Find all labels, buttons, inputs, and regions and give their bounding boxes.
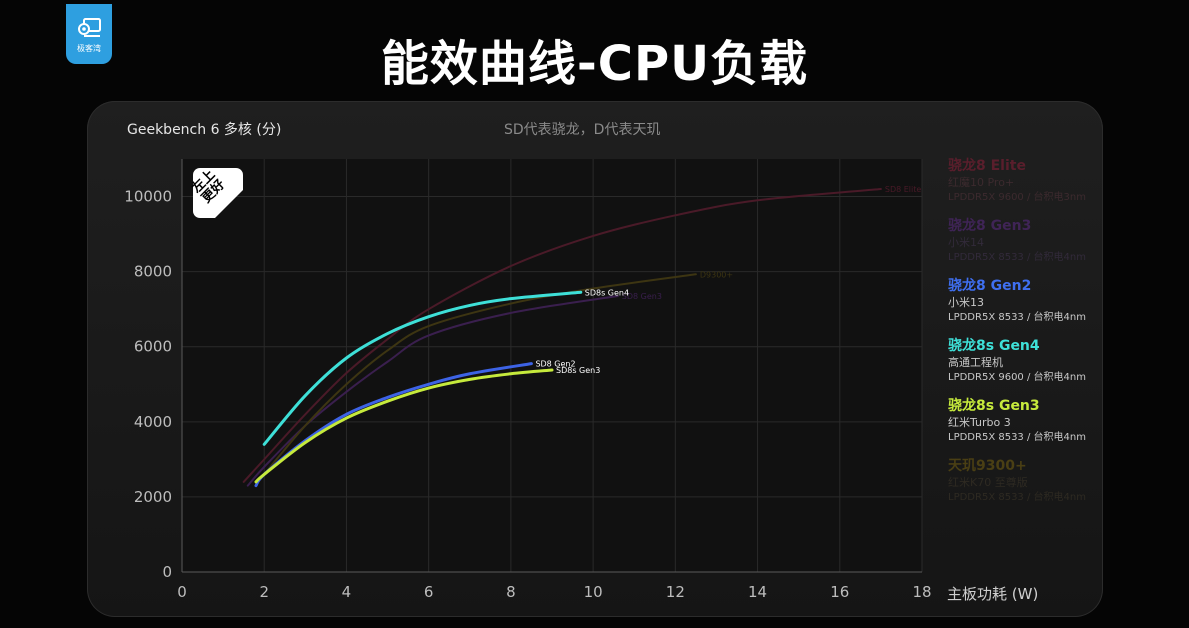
series-end-label: SD8 Elite — [885, 185, 922, 194]
y-tick-label: 0 — [162, 563, 172, 581]
legend-series-name: 骁龙8 Elite — [948, 158, 1026, 174]
series-line-sd8-elite — [242, 188, 882, 483]
series-end-label: D9300+ — [700, 270, 733, 279]
chart-legend: 骁龙8 Elite 红魔10 Pro+ LPDDR5X 9600 / 台积电3nm 骁… — [948, 157, 1128, 517]
x-tick-label: 8 — [506, 583, 516, 601]
series-line-sd8s-gen4 — [262, 290, 583, 446]
legend-memory-process: LPDDR5X 8533 / 台积电4nm — [948, 492, 1086, 503]
legend-device: 红魔10 Pro+ — [948, 176, 1015, 189]
legend-item: 骁龙8s Gen3 红米Turbo 3 LPDDR5X 8533 / 台积电4nm — [948, 397, 1128, 457]
legend-memory-process: LPDDR5X 8533 / 台积电4nm — [948, 432, 1086, 443]
y-tick-label: 4000 — [134, 413, 172, 431]
legend-device: 小米14 — [948, 236, 984, 249]
x-tick-label: 6 — [424, 583, 434, 601]
legend-item: 骁龙8 Elite 红魔10 Pro+ LPDDR5X 9600 / 台积电3nm — [948, 157, 1128, 217]
legend-series-name: 骁龙8s Gen3 — [948, 398, 1040, 414]
plot-area — [182, 159, 922, 572]
x-tick-label: 12 — [666, 583, 685, 601]
legend-item: 骁龙8 Gen3 小米14 LPDDR5X 8533 / 台积电4nm — [948, 217, 1128, 277]
y-tick-label: 2000 — [134, 488, 172, 506]
x-tick-label: 18 — [912, 583, 931, 601]
chart-note: SD代表骁龙，D代表天玑 — [504, 122, 661, 138]
y-tick-label: 10000 — [124, 188, 172, 206]
y-tick-label: 6000 — [134, 338, 172, 356]
x-tick-label: 10 — [584, 583, 603, 601]
series-line-sd8s-gen3 — [254, 368, 554, 484]
legend-device: 红米Turbo 3 — [948, 416, 1011, 429]
legend-item: 骁龙8 Gen2 小米13 LPDDR5X 8533 / 台积电4nm — [948, 277, 1128, 337]
legend-device: 红米K70 至尊版 — [948, 476, 1028, 489]
gear-screen-icon — [78, 18, 101, 37]
legend-device: 高通工程机 — [948, 356, 1003, 369]
series-end-label: SD8 Gen3 — [622, 292, 662, 301]
x-tick-label: 16 — [830, 583, 849, 601]
legend-series-name: 天玑9300+ — [948, 458, 1027, 474]
legend-memory-process: LPDDR5X 8533 / 台积电4nm — [948, 252, 1086, 263]
series-end-label: SD8s Gen4 — [585, 288, 629, 297]
chart-y-label: Geekbench 6 多核 (分) — [127, 122, 282, 138]
x-axis-label: 主板功耗 (W) — [947, 585, 1039, 603]
logo-text: 极客湾 — [77, 44, 101, 53]
legend-memory-process: LPDDR5X 9600 / 台积电4nm — [948, 372, 1086, 383]
x-tick-label: 14 — [748, 583, 767, 601]
y-tick-label: 8000 — [134, 263, 172, 281]
legend-series-name: 骁龙8 Gen2 — [948, 278, 1032, 294]
legend-memory-process: LPDDR5X 9600 / 台积电3nm — [948, 192, 1086, 203]
series-line-d9300+ — [255, 273, 697, 487]
legend-device: 小米13 — [948, 296, 984, 309]
series-line-sd8-gen3 — [246, 295, 619, 487]
legend-item: 骁龙8s Gen4 高通工程机 LPDDR5X 9600 / 台积电4nm — [948, 337, 1128, 397]
series-end-label: SD8 Gen2 — [535, 360, 575, 369]
legend-series-name: 骁龙8s Gen4 — [948, 338, 1040, 354]
brand-logo: 极客湾 — [66, 4, 112, 64]
series-end-label: SD8s Gen3 — [556, 366, 600, 375]
legend-series-name: 骁龙8 Gen3 — [948, 218, 1032, 234]
x-tick-label: 4 — [342, 583, 352, 601]
x-tick-label: 0 — [177, 583, 187, 601]
page-title: 能效曲线-CPU负载 — [380, 36, 809, 92]
legend-memory-process: LPDDR5X 8533 / 台积电4nm — [948, 312, 1086, 323]
legend-item: 天玑9300+ 红米K70 至尊版 LPDDR5X 8533 / 台积电4nm — [948, 457, 1128, 517]
x-tick-label: 2 — [259, 583, 269, 601]
